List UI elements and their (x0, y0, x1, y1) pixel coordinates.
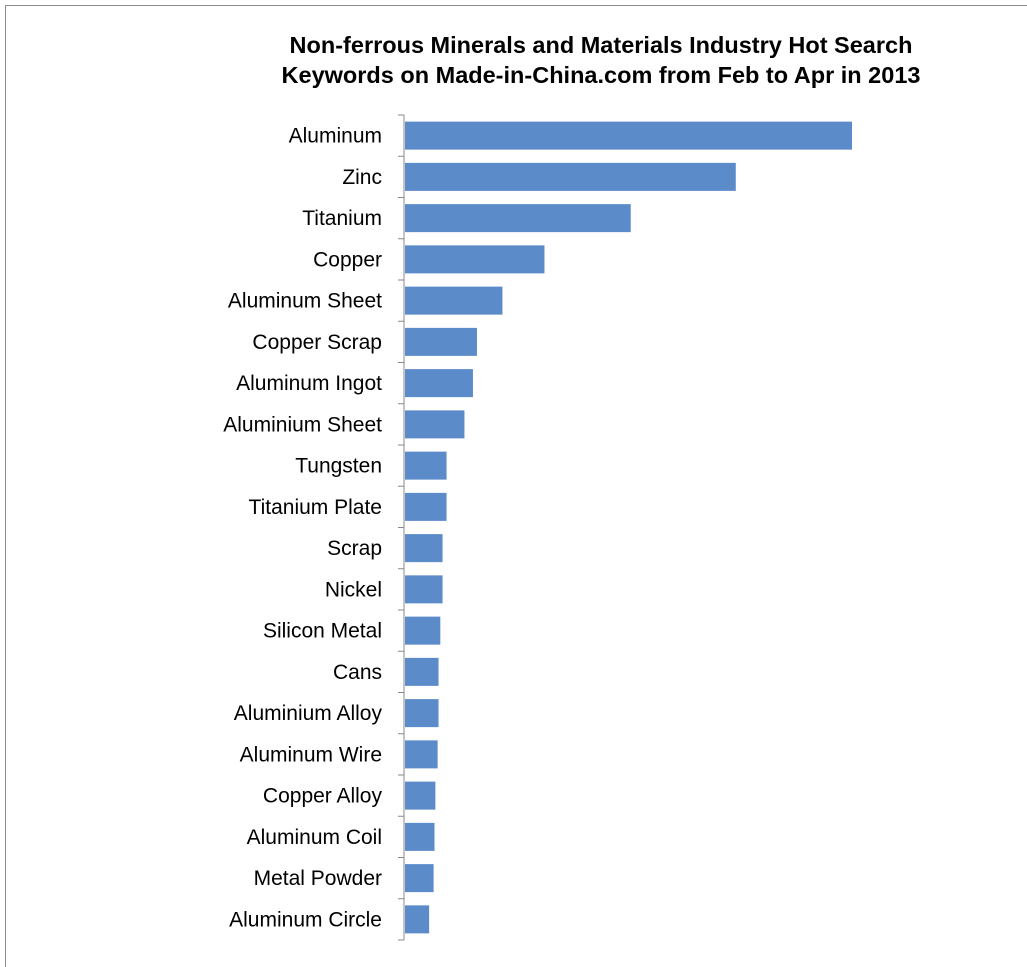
category-label-aluminum-coil: Aluminum Coil (247, 826, 382, 849)
category-label-copper-scrap: Copper Scrap (252, 331, 382, 354)
category-label-scrap: Scrap (327, 537, 382, 560)
bar-metal-powder (405, 864, 434, 893)
chart-title-line-1: Non-ferrous Minerals and Materials Indus… (289, 32, 913, 58)
category-axis (398, 114, 405, 941)
category-label-titanium-plate: Titanium Plate (249, 496, 382, 519)
bar-aluminum-circle (405, 905, 430, 934)
category-label-copper: Copper (313, 248, 382, 271)
bar-scrap (405, 534, 443, 563)
bar-cans (405, 657, 439, 686)
bar-aluminium-alloy (405, 699, 439, 728)
category-label-titanium: Titanium (302, 207, 382, 230)
category-label-aluminum-circle: Aluminum Circle (229, 908, 382, 931)
bar-copper (405, 245, 545, 274)
bar-aluminum-sheet (405, 286, 503, 315)
category-label-aluminium-alloy: Aluminium Alloy (234, 702, 383, 725)
category-label-aluminum-sheet: Aluminum Sheet (228, 290, 382, 313)
category-label-cans: Cans (333, 661, 382, 684)
category-label-metal-powder: Metal Powder (254, 867, 382, 890)
category-label-copper-alloy: Copper Alloy (263, 785, 383, 808)
bar-copper-alloy (405, 781, 436, 810)
category-label-aluminum-wire: Aluminum Wire (240, 743, 382, 766)
bar-aluminum-ingot (405, 369, 473, 398)
category-label-zinc: Zinc (342, 166, 382, 189)
bar-aluminum (405, 121, 852, 150)
bar-copper-scrap (405, 327, 477, 356)
category-label-silicon-metal: Silicon Metal (263, 620, 382, 643)
bar-silicon-metal (405, 616, 441, 645)
bar-zinc (405, 162, 736, 191)
bar-aluminum-wire (405, 740, 438, 769)
bar-nickel (405, 575, 443, 604)
chart-title-line-2: Keywords on Made-in-China.com from Feb t… (281, 62, 921, 88)
bar-aluminium-sheet (405, 410, 465, 439)
bar-aluminum-coil (405, 822, 435, 851)
category-label-aluminum: Aluminum (289, 125, 382, 148)
category-label-aluminum-ingot: Aluminum Ingot (236, 372, 382, 395)
bar-titanium-plate (405, 492, 447, 521)
category-label-aluminium-sheet: Aluminium Sheet (223, 413, 382, 436)
category-label-tungsten: Tungsten (295, 455, 382, 478)
category-label-nickel: Nickel (325, 578, 382, 601)
bar-tungsten (405, 451, 447, 480)
bar-titanium (405, 204, 631, 233)
category-labels: Aluminum Zinc Titanium Copper Aluminum Sheet… (223, 125, 382, 932)
chart-title: Non-ferrous Minerals and Materials Indus… (190, 30, 1012, 90)
bar-series (405, 121, 852, 934)
